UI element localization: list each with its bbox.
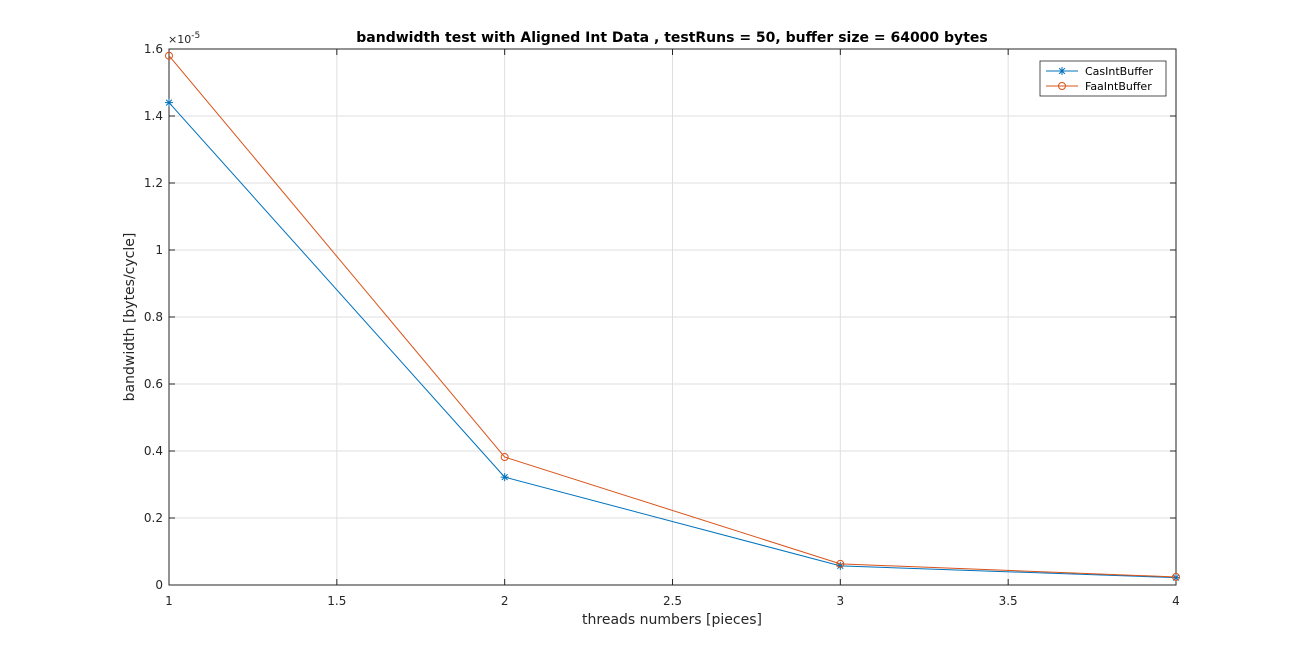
y-tick-label: 1.4: [144, 109, 163, 123]
data-point: [500, 473, 509, 482]
x-tick-label: 1.5: [327, 594, 346, 608]
y-tick-label: 0.8: [144, 310, 163, 324]
y-axis-label: bandwidth [bytes/cycle]: [122, 233, 138, 402]
data-point: [1058, 67, 1066, 75]
x-tick-label: 4: [1172, 594, 1180, 608]
data-point: [836, 559, 845, 568]
x-tick-label: 3: [837, 594, 845, 608]
chart-title: bandwidth test with Aligned Int Data , t…: [356, 30, 987, 46]
y-tick-label: 0.6: [144, 377, 163, 391]
data-point: [1058, 82, 1066, 90]
y-tick-label: 1: [155, 243, 163, 257]
y-tick-label: 1.6: [144, 42, 163, 56]
data-point: [165, 98, 173, 107]
data-point: [1172, 572, 1180, 581]
data-point: [500, 453, 509, 462]
legend: CasIntBuffer FaaIntBuffer: [1039, 60, 1167, 97]
y-tick-label: 0.4: [144, 444, 163, 458]
x-tick-label: 2.5: [663, 594, 682, 608]
data-point: [165, 51, 173, 60]
y-tick-label: 0: [155, 578, 163, 592]
legend-label: CasIntBuffer: [1085, 65, 1154, 78]
legend-box: [1039, 60, 1167, 97]
x-tick-label: 2: [501, 594, 509, 608]
y-tick-label: 1.2: [144, 176, 163, 190]
series: [165, 51, 1180, 582]
series-FaaIntBuffer: [165, 51, 1180, 581]
x-tick-label: 3.5: [999, 594, 1018, 608]
grid: [168, 48, 1177, 586]
y-axis-exponent: ×10-5: [168, 31, 200, 46]
legend-label: FaaIntBuffer: [1085, 80, 1152, 93]
y-tick-label: 0.2: [144, 511, 163, 525]
x-axis-label: threads numbers [pieces]: [582, 612, 762, 628]
x-tick-label: 1: [165, 594, 173, 608]
series-line: [168, 55, 1177, 578]
series-line: [168, 102, 1177, 579]
ticks: 1 1.5 2 2.5 3 3.5 4 0 0.2 0.4 0.6 0.8 1 1.2 1.4 1.6: [144, 42, 1180, 608]
